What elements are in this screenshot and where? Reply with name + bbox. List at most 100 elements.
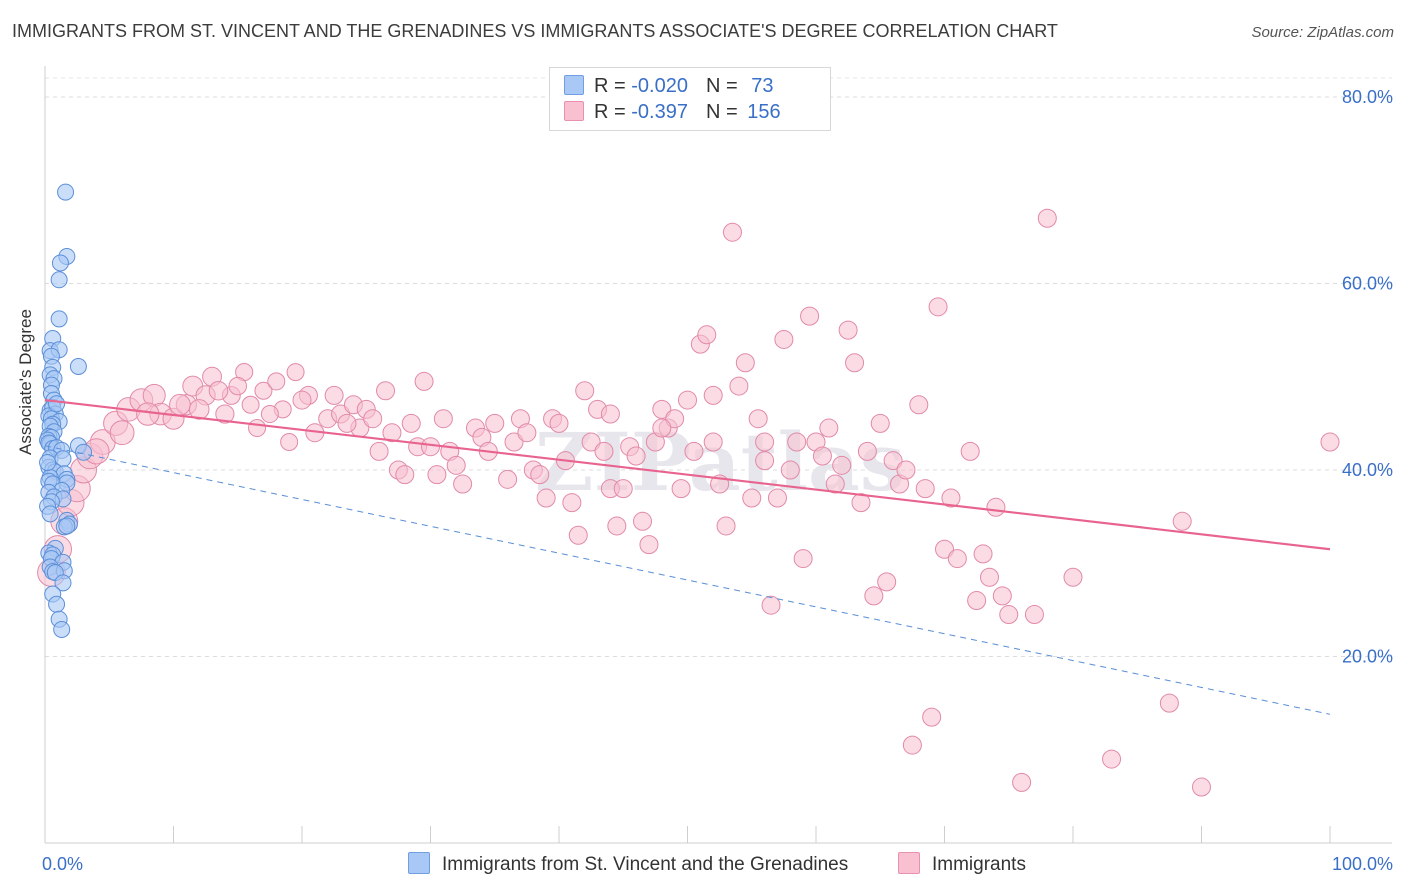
pink-point bbox=[136, 402, 160, 426]
blue-point bbox=[50, 271, 68, 289]
pink-point bbox=[851, 493, 871, 513]
pink-point bbox=[414, 371, 434, 391]
pink-point bbox=[812, 446, 832, 466]
pink-point bbox=[1024, 605, 1044, 625]
pink-point bbox=[909, 395, 929, 415]
pink-point bbox=[678, 390, 697, 410]
y-tick-label: 80.0% bbox=[1342, 87, 1393, 107]
pink-trend-line bbox=[44, 398, 1331, 551]
pink-point bbox=[896, 460, 916, 480]
pink-point bbox=[517, 423, 537, 443]
legend-r-label: R = bbox=[594, 75, 632, 97]
legend-n-value: 156 bbox=[747, 101, 781, 123]
pink-point bbox=[800, 306, 820, 326]
pink-point bbox=[562, 493, 582, 513]
pink-point bbox=[613, 479, 633, 499]
blue-trend-line bbox=[44, 445, 1331, 715]
pink-point bbox=[530, 465, 550, 485]
blue-point bbox=[69, 357, 87, 375]
pink-point bbox=[446, 455, 466, 475]
legend-swatch-blue bbox=[564, 75, 584, 95]
pink-point bbox=[838, 320, 858, 340]
pink-point bbox=[877, 572, 897, 592]
pink-point bbox=[1172, 511, 1192, 531]
pink-point bbox=[832, 455, 852, 475]
pink-point bbox=[941, 488, 961, 508]
y-tick-label: 60.0% bbox=[1342, 274, 1393, 294]
pink-point bbox=[652, 399, 672, 419]
pink-point bbox=[722, 222, 742, 242]
pink-point bbox=[902, 735, 922, 755]
pink-point bbox=[986, 497, 1006, 517]
bottom-legend-label-blue: Immigrants from St. Vincent and the Gren… bbox=[442, 854, 849, 875]
pink-point bbox=[626, 446, 646, 466]
pink-point bbox=[761, 595, 781, 615]
legend-r-value: -0.020 bbox=[631, 75, 688, 97]
legend-row-pink: R = -0.397 N = 156 bbox=[564, 101, 781, 125]
blue-point bbox=[41, 505, 59, 523]
pink-point bbox=[401, 413, 421, 433]
pink-point bbox=[665, 409, 685, 429]
blue-point bbox=[48, 395, 66, 413]
pink-point bbox=[169, 393, 191, 416]
pink-point bbox=[748, 409, 768, 429]
pink-point bbox=[581, 432, 601, 452]
pink-point bbox=[188, 399, 210, 420]
pink-point bbox=[1063, 567, 1083, 587]
bottom-legend-label-pink: Immigrants bbox=[932, 854, 1026, 875]
pink-point bbox=[703, 385, 723, 405]
pink-point bbox=[787, 432, 807, 452]
pink-point bbox=[568, 525, 588, 545]
pink-point bbox=[697, 325, 717, 345]
blue-point bbox=[50, 310, 68, 328]
y-tick-label: 20.0% bbox=[1342, 647, 1393, 667]
pink-point bbox=[999, 605, 1019, 625]
pink-point bbox=[716, 516, 736, 536]
pink-point bbox=[324, 385, 344, 405]
pink-point bbox=[793, 549, 813, 569]
pink-point bbox=[915, 479, 935, 499]
pink-point bbox=[633, 511, 653, 531]
pink-point bbox=[421, 437, 440, 457]
blue-point bbox=[54, 574, 72, 592]
pink-point bbox=[825, 474, 845, 494]
pink-point bbox=[870, 413, 890, 433]
legend-n-value: 73 bbox=[751, 75, 774, 97]
pink-point bbox=[286, 363, 305, 382]
pink-point bbox=[947, 549, 967, 569]
pink-point bbox=[652, 418, 672, 438]
pink-point bbox=[967, 591, 987, 611]
pink-point bbox=[729, 376, 749, 396]
pink-point bbox=[703, 432, 723, 452]
pink-point bbox=[639, 535, 659, 555]
blue-point bbox=[48, 595, 66, 613]
pink-point bbox=[241, 395, 260, 414]
pink-point bbox=[755, 451, 775, 471]
pink-point bbox=[883, 451, 903, 471]
pink-point bbox=[267, 372, 286, 391]
pink-point bbox=[774, 329, 794, 349]
chart-title: IMMIGRANTS FROM ST. VINCENT AND THE GREN… bbox=[12, 21, 1058, 41]
pink-point bbox=[780, 460, 800, 480]
y-axis-title: Associate's Degree bbox=[16, 309, 35, 455]
pink-point bbox=[684, 441, 704, 461]
pink-point bbox=[395, 465, 415, 485]
pink-point bbox=[922, 707, 942, 727]
pink-point bbox=[549, 413, 569, 433]
pink-point bbox=[1012, 772, 1032, 792]
pink-point bbox=[504, 432, 524, 452]
pink-point bbox=[498, 469, 518, 489]
pink-point bbox=[485, 413, 505, 433]
legend-row-blue: R = -0.020 N = 73 bbox=[564, 75, 773, 99]
blue-point bbox=[39, 454, 57, 472]
pink-point bbox=[260, 405, 279, 424]
pink-point bbox=[109, 420, 135, 446]
pink-point bbox=[208, 380, 229, 401]
pink-point bbox=[376, 381, 396, 401]
pink-point bbox=[1159, 693, 1179, 713]
bottom-legend-blue: Immigrants from St. Vincent and the Gren… bbox=[408, 852, 848, 876]
legend-r-label: R = bbox=[594, 101, 632, 123]
blue-point bbox=[53, 620, 71, 638]
stats-legend: R = -0.020 N = 73 R = -0.397 N = 156 bbox=[549, 67, 831, 131]
